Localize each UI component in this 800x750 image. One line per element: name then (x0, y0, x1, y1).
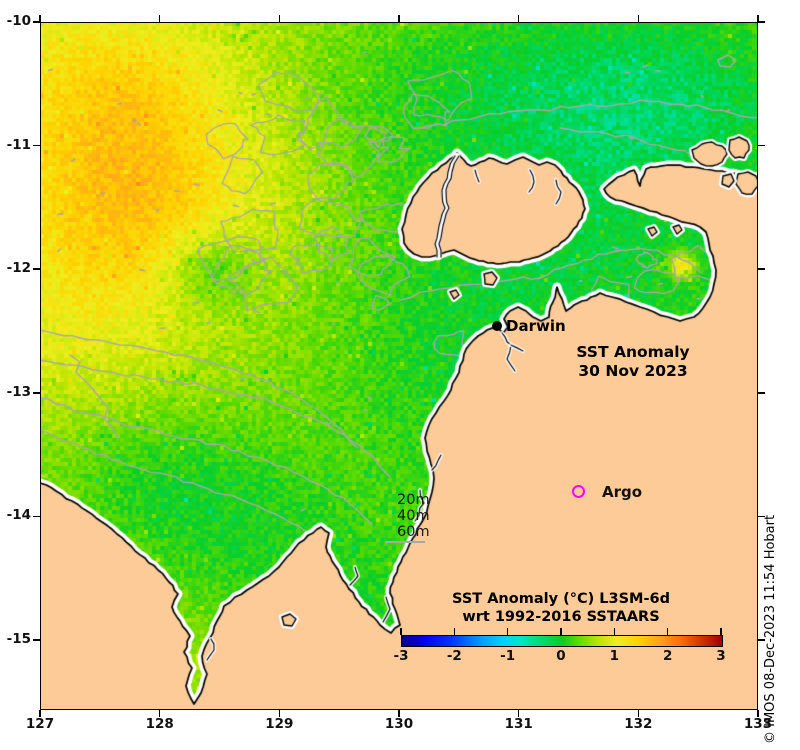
darwin-marker (492, 321, 502, 331)
lon-tick-bottom (757, 710, 759, 717)
colorbar-tick-label: -1 (500, 648, 516, 664)
lat-tick-right (758, 639, 765, 641)
colorbar-tick (453, 628, 456, 635)
isobath-label: 40m (397, 508, 430, 524)
lon-tick-top (757, 15, 759, 22)
lon-tick-top (158, 15, 161, 22)
lat-tick-label: -12 (6, 260, 31, 277)
lon-tick-label: 130 (384, 716, 414, 732)
lon-tick-top (637, 15, 640, 22)
colorbar (401, 635, 723, 647)
colorbar-tick (720, 628, 722, 635)
lat-tick-label: -14 (6, 507, 31, 524)
lat-tick-label: -11 (6, 136, 31, 153)
map-title: SST Anomaly 30 Nov 2023 (558, 343, 708, 381)
colorbar-tick-label: 0 (556, 648, 566, 664)
lat-tick-label: -15 (6, 631, 31, 647)
lat-tick-right (758, 515, 765, 518)
colorbar-tick (400, 628, 402, 635)
colorbar-tick-label: 3 (716, 648, 726, 664)
lon-tick-label: 131 (504, 716, 533, 732)
colorbar-tick (666, 628, 669, 635)
isobath-label: 20m (397, 492, 430, 508)
lon-tick-bottom (398, 710, 400, 717)
lon-tick-top (278, 15, 281, 22)
lat-tick-right (758, 268, 765, 270)
colorbar-tick-label: 2 (662, 648, 673, 664)
lat-tick-label: -13 (6, 383, 31, 400)
lat-tick-left (33, 392, 40, 394)
lat-tick-right (758, 21, 765, 23)
lon-tick-label: 133 (743, 716, 773, 732)
argo-label: Argo (602, 483, 643, 501)
lat-tick-left (33, 144, 40, 147)
darwin-label: Darwin (506, 317, 566, 335)
lon-tick-top (398, 15, 400, 22)
lon-tick-label: 129 (265, 716, 294, 732)
map-title-line1: SST Anomaly (576, 343, 690, 361)
lon-tick-label: 132 (624, 716, 653, 732)
lat-tick-left (33, 21, 40, 23)
lat-tick-left (33, 268, 40, 270)
colorbar-tick-label: -3 (393, 648, 409, 664)
colorbar-title-line1: SST Anomaly (°C) L3SM-6d (452, 591, 670, 607)
lat-tick-label: -10 (6, 13, 31, 29)
lon-tick-label: 128 (145, 716, 174, 732)
argo-marker (572, 485, 585, 498)
lon-tick-top (517, 15, 520, 22)
colorbar-tick (560, 628, 562, 635)
lat-tick-right (758, 392, 765, 394)
lat-tick-left (33, 639, 40, 641)
map-title-line2: 30 Nov 2023 (578, 362, 688, 380)
lon-tick-bottom (278, 710, 281, 717)
colorbar-title: SST Anomaly (°C) L3SM-6d wrt 1992-2016 S… (401, 590, 721, 626)
credit-text: © IMOS 08-Dec-2023 11:54 Hobart (763, 514, 778, 744)
colorbar-title-line2: wrt 1992-2016 SSTAARS (462, 609, 660, 625)
lat-tick-right (758, 144, 765, 147)
lon-tick-bottom (517, 710, 520, 717)
lat-tick-left (33, 515, 40, 518)
colorbar-tick (506, 628, 509, 635)
isobath-label: 60m (397, 524, 430, 540)
lon-tick-label: 127 (25, 716, 55, 732)
colorbar-tick-label: 1 (609, 648, 620, 664)
lon-tick-top (39, 15, 41, 22)
lon-tick-bottom (637, 710, 640, 717)
colorbar-tick-label: -2 (446, 648, 462, 664)
sst-field-canvas (40, 22, 758, 710)
isobath-legend-line (385, 541, 425, 543)
lon-tick-bottom (158, 710, 161, 717)
lon-tick-bottom (39, 710, 41, 717)
colorbar-tick (613, 628, 616, 635)
